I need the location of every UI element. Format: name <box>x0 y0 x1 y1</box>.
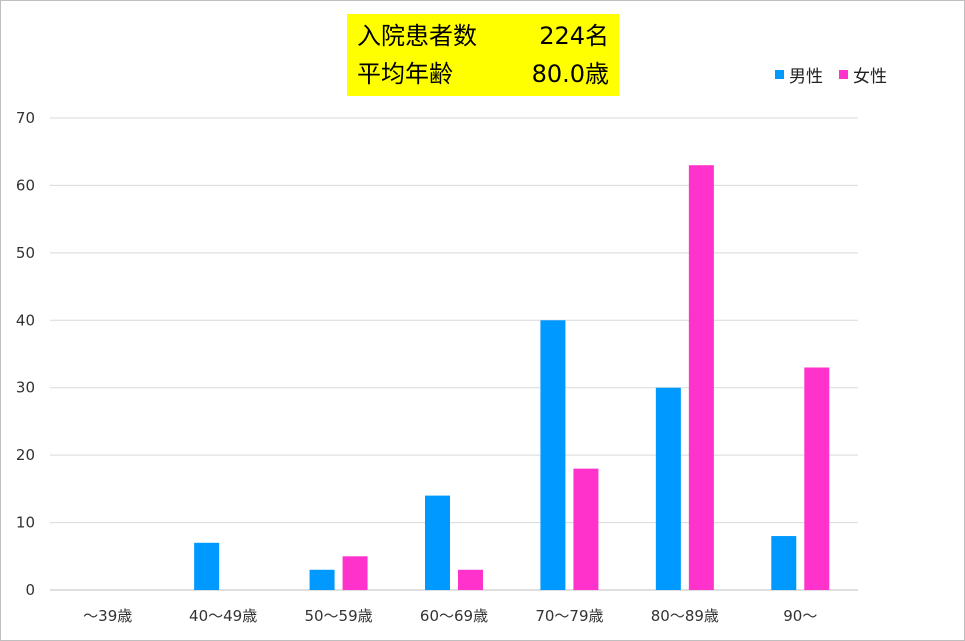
x-tick-label: 70～79歳 <box>535 607 603 625</box>
bar-female-5 <box>688 165 714 590</box>
title-patients-value: 224名 <box>539 22 609 50</box>
bar-female-3 <box>458 569 483 590</box>
title-line-patients: 入院患者数 224名 <box>357 18 609 54</box>
y-tick-label: 30 <box>16 379 35 397</box>
chart-title-box: 入院患者数 224名 平均年齢 80.0歳 <box>347 14 619 96</box>
x-tick-label: 80～89歳 <box>651 607 719 625</box>
bar-female-2 <box>342 556 368 590</box>
y-tick-label: 0 <box>25 581 35 599</box>
x-tick-label: ～39歳 <box>83 607 132 625</box>
y-tick-label: 60 <box>16 176 35 194</box>
title-patients-label: 入院患者数 <box>357 22 477 50</box>
legend-label-male: 男性 <box>789 66 823 87</box>
x-tick-label: 50～59歳 <box>304 607 372 625</box>
bar-male-5 <box>655 387 681 590</box>
title-average-age-value: 80.0歳 <box>531 60 609 88</box>
x-tick-label: 90～ <box>783 607 817 625</box>
y-tick-label: 20 <box>16 446 35 464</box>
y-tick-label: 70 <box>16 109 35 127</box>
title-line-average-age: 平均年齢 80.0歳 <box>357 56 609 92</box>
bar-male-3 <box>425 495 450 590</box>
legend-item-female: 女性 <box>839 62 887 87</box>
legend-item-male: 男性 <box>775 62 823 87</box>
legend-swatch-female <box>839 69 848 79</box>
bar-male-2 <box>309 569 335 590</box>
legend-swatch-male <box>775 69 784 79</box>
bar-male-1 <box>194 542 220 590</box>
y-tick-label: 40 <box>16 311 35 329</box>
bar-female-6 <box>804 367 830 590</box>
y-tick-label: 10 <box>16 514 35 532</box>
chart-legend: 男性 女性 <box>775 62 903 87</box>
legend-label-female: 女性 <box>853 66 887 87</box>
y-tick-label: 50 <box>16 244 35 262</box>
bar-male-6 <box>771 536 797 590</box>
x-tick-label: 60～69歳 <box>420 607 488 625</box>
bar-male-4 <box>540 320 566 590</box>
title-average-age-label: 平均年齢 <box>357 60 453 88</box>
bar-female-4 <box>573 468 599 590</box>
x-tick-label: 40～49歳 <box>189 607 257 625</box>
